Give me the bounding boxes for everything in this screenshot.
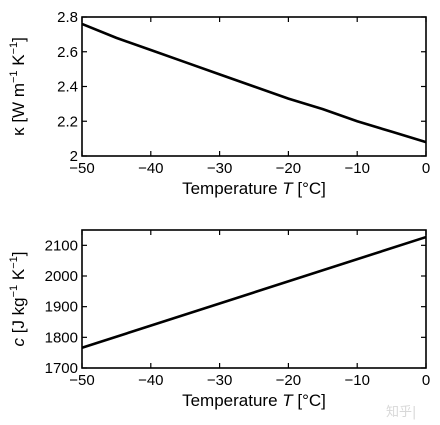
y-tick-label: 2 — [70, 148, 78, 165]
x-tick-label: −40 — [138, 372, 163, 389]
y-tick-label: 2.6 — [57, 44, 78, 61]
x-tick-label: −20 — [276, 372, 301, 389]
plot-frame — [81, 229, 427, 369]
y-tick-label: 2.2 — [57, 113, 78, 130]
y-tick-label: 1700 — [45, 360, 78, 377]
x-axis-label: Temperature T [°C] — [182, 391, 326, 410]
y-axis-label: κ [W m−1 K−1] — [8, 37, 28, 136]
x-tick-label: −50 — [69, 372, 94, 389]
x-tick-label: −50 — [69, 160, 94, 177]
y-tick-label: 1800 — [45, 329, 78, 346]
panel-thermal-conductivity: −50 −40 −30 −20 −10 0 2 2.2 2.4 2.6 2.8 Temperature… — [8, 9, 430, 198]
series-line — [81, 235, 427, 349]
y-tick-label: 2.8 — [57, 9, 78, 26]
panel-specific-heat: −50 −40 −30 −20 −10 0 1700 1800 1900 2000 2100 Temp… — [8, 229, 430, 410]
y-tick-label: 1900 — [45, 299, 78, 316]
x-tick-label: −10 — [344, 372, 369, 389]
x-tick-label: 0 — [422, 160, 430, 177]
y-tick-label: 2100 — [45, 237, 78, 254]
series-line — [81, 22, 427, 144]
y-axis-label: c [J kg−1 K−1] — [8, 251, 28, 346]
y-tick-label: 2.4 — [57, 79, 78, 96]
x-tick-label: −40 — [138, 160, 163, 177]
watermark-text: 知乎| — [386, 404, 416, 420]
x-tick-label: 0 — [422, 372, 430, 389]
y-tick-label: 2000 — [45, 268, 78, 285]
x-axis-label: Temperature T [°C] — [182, 179, 326, 198]
x-tick-label: −30 — [207, 372, 232, 389]
x-tick-label: −20 — [276, 160, 301, 177]
x-tick-label: −30 — [207, 160, 232, 177]
x-tick-label: −10 — [344, 160, 369, 177]
